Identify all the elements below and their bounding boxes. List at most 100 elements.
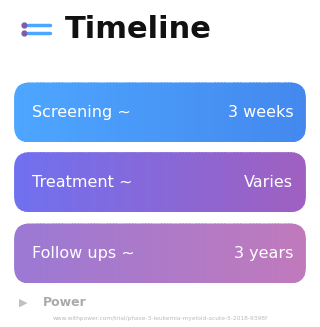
Bar <box>144 223 146 284</box>
Bar <box>211 152 213 212</box>
Bar <box>230 82 232 143</box>
Bar <box>300 223 302 284</box>
Bar <box>175 152 176 212</box>
Bar <box>51 82 52 143</box>
Bar <box>236 152 238 212</box>
Bar <box>89 82 90 143</box>
Bar <box>45 223 46 284</box>
Bar <box>194 82 195 143</box>
Bar <box>236 223 238 284</box>
Bar <box>128 152 130 212</box>
Bar <box>164 82 166 143</box>
Bar <box>226 223 228 284</box>
FancyBboxPatch shape <box>14 82 306 143</box>
Bar <box>243 152 245 212</box>
Bar <box>239 82 241 143</box>
Bar <box>231 223 233 284</box>
Bar <box>262 82 264 143</box>
Bar <box>14 82 16 143</box>
Bar <box>253 82 255 143</box>
Bar <box>195 152 197 212</box>
Bar <box>188 152 189 212</box>
Bar <box>45 82 46 143</box>
Bar <box>178 152 179 212</box>
Bar <box>208 152 210 212</box>
Bar <box>281 223 283 284</box>
Bar <box>118 82 119 143</box>
Bar <box>268 223 270 284</box>
Bar <box>167 223 169 284</box>
Bar <box>71 152 73 212</box>
Bar <box>208 223 210 284</box>
Bar <box>49 152 51 212</box>
Bar <box>172 223 173 284</box>
Bar <box>226 82 228 143</box>
Bar <box>134 82 135 143</box>
Bar <box>185 82 187 143</box>
Bar <box>192 223 194 284</box>
Bar <box>154 223 156 284</box>
Bar <box>220 223 222 284</box>
Bar <box>227 223 229 284</box>
Bar <box>33 82 35 143</box>
Bar <box>218 82 220 143</box>
Bar <box>242 152 244 212</box>
Bar <box>96 152 98 212</box>
Bar <box>102 82 103 143</box>
Bar <box>211 223 213 284</box>
Bar <box>27 82 29 143</box>
Bar <box>243 223 245 284</box>
Bar <box>135 82 137 143</box>
Bar <box>304 152 306 212</box>
Bar <box>218 223 220 284</box>
Bar <box>43 82 45 143</box>
Bar <box>277 82 278 143</box>
Bar <box>235 223 236 284</box>
Bar <box>162 223 163 284</box>
Bar <box>178 223 179 284</box>
Bar <box>78 223 80 284</box>
Bar <box>89 152 90 212</box>
Bar <box>58 82 60 143</box>
Bar <box>294 82 296 143</box>
Bar <box>48 152 49 212</box>
Bar <box>278 82 280 143</box>
Bar <box>137 82 139 143</box>
Bar <box>23 82 25 143</box>
Bar <box>301 223 303 284</box>
Bar <box>163 223 165 284</box>
Bar <box>258 223 260 284</box>
Bar <box>199 223 201 284</box>
Bar <box>258 152 260 212</box>
Bar <box>24 152 26 212</box>
Bar <box>192 152 194 212</box>
Bar <box>45 152 46 212</box>
Bar <box>126 223 128 284</box>
Bar <box>195 223 197 284</box>
Bar <box>26 223 28 284</box>
Bar <box>242 223 244 284</box>
Bar <box>58 223 60 284</box>
Bar <box>259 223 261 284</box>
Bar <box>150 223 152 284</box>
Bar <box>218 152 220 212</box>
Bar <box>148 82 150 143</box>
Bar <box>252 223 254 284</box>
Bar <box>144 82 146 143</box>
Bar <box>72 152 74 212</box>
Bar <box>116 152 118 212</box>
Bar <box>118 223 119 284</box>
Bar <box>233 223 235 284</box>
Bar <box>71 223 73 284</box>
Bar <box>201 152 203 212</box>
Bar <box>35 223 36 284</box>
Bar <box>223 152 225 212</box>
Bar <box>69 82 71 143</box>
Bar <box>268 152 270 212</box>
Bar <box>182 223 184 284</box>
Bar <box>122 82 124 143</box>
Bar <box>129 223 131 284</box>
Bar <box>285 82 287 143</box>
Bar <box>151 82 153 143</box>
Bar <box>189 82 191 143</box>
